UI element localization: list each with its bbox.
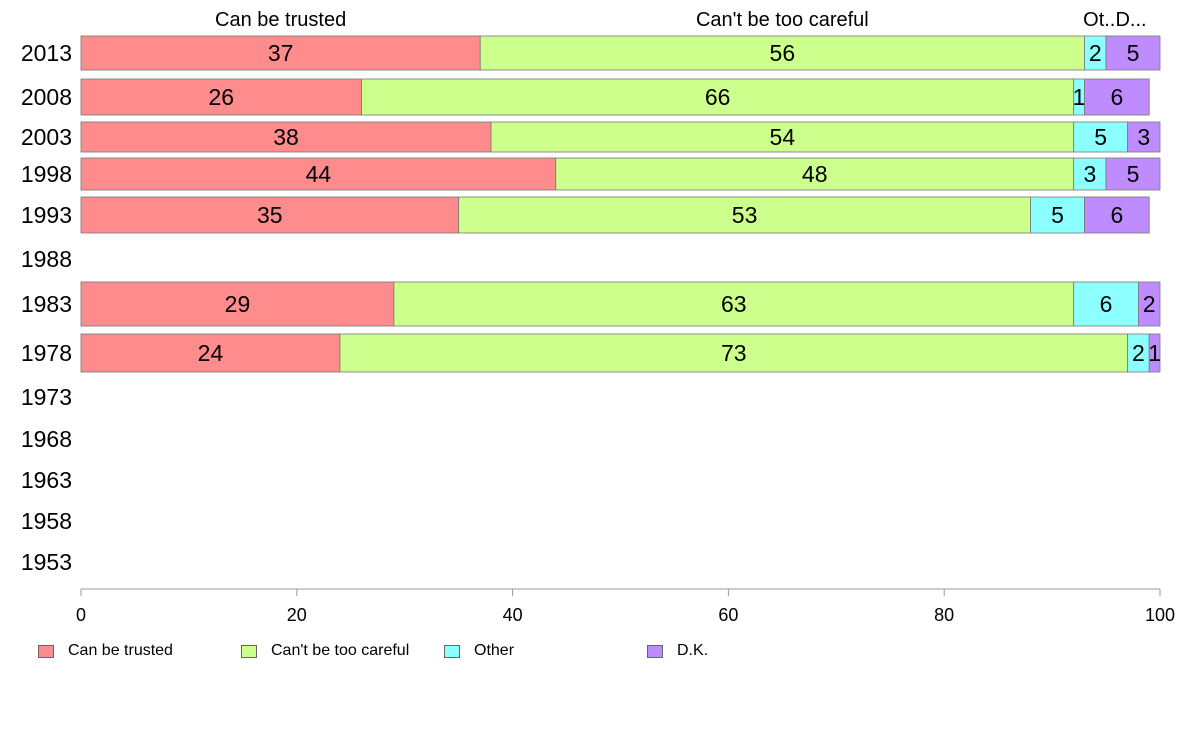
chart: Can be trusted Can't be too careful Ot.. D.… xyxy=(21,9,1175,625)
bar-2003-d-k xyxy=(1127,121,1161,153)
legend-item-other: Other xyxy=(444,642,514,660)
bar-2003-can-t-be-too-careful xyxy=(490,121,1075,153)
bars: 37 56 2 526 66 1 638 54 5 344 48 3 535 53 5 629 63 6 224 73… xyxy=(80,35,1161,373)
bar-1983-d-k xyxy=(1138,281,1161,327)
legend-label: Other xyxy=(474,642,515,659)
bar-2013-d-k xyxy=(1105,35,1161,71)
data-label-1983-can-be-trusted: 29 xyxy=(225,291,251,317)
bar-2003-can-be-trusted xyxy=(80,121,492,153)
y-tick-label-1983: 1983 xyxy=(21,291,72,317)
x-axis: 0 20 40 60 80 100 xyxy=(76,588,1175,625)
bar-1978-can-t-be-too-careful xyxy=(339,333,1129,373)
data-label-2013-can-be-trusted: 37 xyxy=(268,40,294,66)
bar-2013-can-t-be-too-careful xyxy=(479,35,1085,71)
bar-2008-can-t-be-too-careful xyxy=(361,78,1075,116)
data-label-1993-can-t-be-too-careful: 53 xyxy=(732,202,758,228)
data-label-1978-d-k: 1 xyxy=(1148,340,1161,366)
bar-2008-d-k xyxy=(1084,78,1150,116)
bar-2003-other xyxy=(1073,121,1129,153)
legend-label: D.K. xyxy=(677,642,709,659)
y-tick-label-1973: 1973 xyxy=(21,384,72,410)
bar-1983-can-t-be-too-careful xyxy=(393,281,1075,327)
data-label-1983-d-k: 2 xyxy=(1143,291,1156,317)
y-tick-label-2003: 2003 xyxy=(21,124,72,150)
data-label-1998-can-be-trusted: 44 xyxy=(306,161,332,187)
data-label-1993-other: 5 xyxy=(1051,202,1064,228)
top-label-1: Can be trusted xyxy=(215,9,346,31)
data-label-2008-other: 1 xyxy=(1073,84,1086,110)
data-label-1998-other: 3 xyxy=(1083,161,1096,187)
y-tick-label-1978: 1978 xyxy=(21,340,72,366)
data-label-1978-can-t-be-too-careful: 73 xyxy=(721,340,747,366)
legend-swatch xyxy=(647,644,663,658)
y-tick-label-1968: 1968 xyxy=(21,426,72,452)
legend-swatch xyxy=(444,644,460,658)
legend-item-cant-be-too-careful: Can't be too careful xyxy=(241,642,409,660)
bar-1998-can-be-trusted xyxy=(80,157,557,191)
x-tick-label-100: 100 xyxy=(1145,605,1175,625)
y-tick-label-2013: 2013 xyxy=(21,40,72,66)
x-tick-label-80: 80 xyxy=(934,605,954,625)
legend: Can be trusted Can't be too careful Othe… xyxy=(38,642,798,666)
y-tick-label-2008: 2008 xyxy=(21,84,72,110)
data-label-1978-can-be-trusted: 24 xyxy=(198,340,224,366)
y-tick-label-1988: 1988 xyxy=(21,246,72,272)
legend-label: Can be trusted xyxy=(68,642,173,659)
data-label-1983-other: 6 xyxy=(1100,291,1113,317)
data-label-1998-d-k: 5 xyxy=(1127,161,1140,187)
x-tick-label-20: 20 xyxy=(287,605,307,625)
top-label-2: Can't be too careful xyxy=(696,9,869,31)
y-tick-label-1958: 1958 xyxy=(21,508,72,534)
data-label-1998-can-t-be-too-careful: 48 xyxy=(802,161,828,187)
data-label-1993-d-k: 6 xyxy=(1110,202,1123,228)
top-label-3: Ot.. xyxy=(1083,9,1115,31)
x-tick-label-40: 40 xyxy=(503,605,523,625)
x-tick-label-60: 60 xyxy=(718,605,738,625)
data-label-1978-other: 2 xyxy=(1132,340,1145,366)
data-label-1993-can-be-trusted: 35 xyxy=(257,202,283,228)
bar-1978-can-be-trusted xyxy=(80,333,341,373)
y-tick-label-1998: 1998 xyxy=(21,161,72,187)
y-tick-label-1963: 1963 xyxy=(21,467,72,493)
y-axis-labels: 2013 2008 2003 1998 1993 1988 1983 1978 1973 1968… xyxy=(21,40,72,575)
data-label-2003-d-k: 3 xyxy=(1137,124,1150,150)
top-labels: Can be trusted Can't be too careful Ot.. D.… xyxy=(215,9,1147,31)
legend-item-can-be-trusted: Can be trusted xyxy=(38,642,173,660)
legend-swatch xyxy=(241,644,257,658)
bar-1993-d-k xyxy=(1084,196,1150,234)
data-label-2013-other: 2 xyxy=(1089,40,1102,66)
data-label-2013-d-k: 5 xyxy=(1127,40,1140,66)
bar-2008-can-be-trusted xyxy=(80,78,362,116)
bar-2013-can-be-trusted xyxy=(80,35,481,71)
bar-1983-can-be-trusted xyxy=(80,281,395,327)
bar-1993-other xyxy=(1030,196,1085,234)
data-label-2003-other: 5 xyxy=(1094,124,1107,150)
data-label-2008-can-be-trusted: 26 xyxy=(208,84,234,110)
bar-1998-can-t-be-too-careful xyxy=(555,157,1075,191)
data-label-2008-d-k: 6 xyxy=(1110,84,1123,110)
y-tick-label-1993: 1993 xyxy=(21,202,72,228)
legend-label: Can't be too careful xyxy=(271,642,410,659)
data-label-1983-can-t-be-too-careful: 63 xyxy=(721,291,747,317)
legend-swatch xyxy=(38,644,54,658)
bar-1978-d-k xyxy=(1148,333,1161,373)
data-label-2008-can-t-be-too-careful: 66 xyxy=(705,84,731,110)
bar-1993-can-be-trusted xyxy=(80,196,460,234)
legend-item-dk: D.K. xyxy=(647,642,708,660)
data-label-2003-can-t-be-too-careful: 54 xyxy=(770,124,796,150)
bar-1998-d-k xyxy=(1105,157,1161,191)
data-label-2003-can-be-trusted: 38 xyxy=(273,124,299,150)
data-label-2013-can-t-be-too-careful: 56 xyxy=(770,40,796,66)
x-tick-label-0: 0 xyxy=(76,605,86,625)
bar-1993-can-t-be-too-careful xyxy=(458,196,1031,234)
y-tick-label-1953: 1953 xyxy=(21,549,72,575)
top-label-4: D... xyxy=(1115,9,1146,31)
